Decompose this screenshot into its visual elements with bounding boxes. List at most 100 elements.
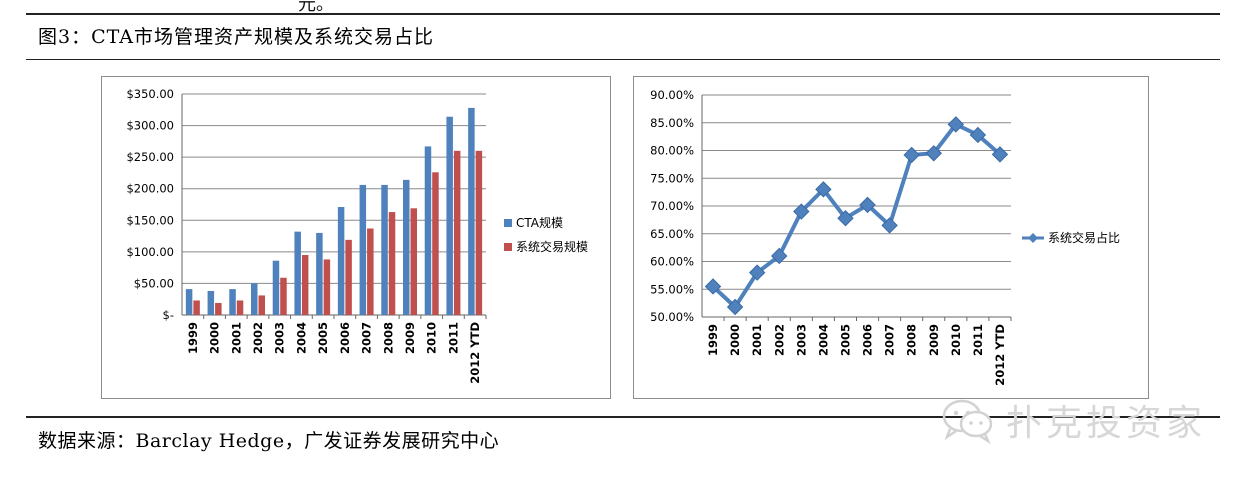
data-point-marker [815,181,832,198]
legend-label: CTA规模 [516,215,563,230]
bar [403,179,410,315]
x-tick-label: 2006 [338,322,352,354]
title-underline [26,59,1220,60]
y-tick-label: 90.00% [650,88,694,102]
bar [453,150,461,315]
figure-title: 图3：CTA市场管理资产规模及系统交易占比 [38,26,434,48]
x-tick-label: 2004 [816,324,830,356]
watermark-text: 扑克投资家 [1006,403,1207,444]
data-point-marker [903,146,920,164]
x-tick-label: 2001 [229,322,243,354]
data-point-marker [859,196,876,214]
y-tick-label: 65.00% [650,227,694,241]
x-tick-label: 2007 [883,324,897,356]
legend-marker [1028,233,1038,243]
bar [215,303,222,315]
bar [345,239,352,315]
top-rule [26,13,1220,15]
bar [381,184,388,315]
y-tick-label: $200.00 [126,182,174,196]
data-point-marker [925,145,942,162]
data-point-marker [793,203,810,220]
x-tick-label: 1999 [706,324,720,356]
bar [388,212,396,315]
legend-label: 系统交易占比 [1048,230,1120,245]
y-tick-label: $50.00 [134,276,174,290]
bar [424,146,432,315]
y-tick-label: $350.00 [126,87,174,101]
bar-chart: $- $50.00 $100.00 $150.00 $200.00 $250.00 $300… [126,87,588,384]
y-tick-label: 55.00% [650,282,694,296]
x-tick-label: 2001 [750,324,764,356]
x-tick-label: 2010 [949,324,963,356]
x-tick-label: 2005 [316,322,330,354]
y-tick-label: $- [163,308,174,322]
x-tick-label: 2003 [273,322,287,354]
source-note: 数据来源：Barclay Hedge，广发证券发展研究中心 [38,430,500,452]
bar [410,208,417,315]
bar [323,259,331,315]
legend-swatch [504,243,512,251]
x-tick-label: 2009 [403,322,417,354]
bar [432,172,439,315]
y-tick-label: $100.00 [126,245,174,259]
y-tick-label: 70.00% [650,199,694,213]
watermark: 扑克投资家 [940,392,1230,448]
x-tick-label: 2002 [772,324,786,356]
top-text-fragment: 元。 [298,0,334,15]
x-tick-label: 2011 [446,322,460,354]
x-tick-label: 2008 [905,324,919,356]
bar [207,291,215,315]
bar [337,207,345,315]
bar [251,283,258,315]
bar [367,228,374,315]
bar [468,107,475,316]
bottom-rule [26,416,1220,418]
x-tick-label: 1999 [186,322,200,354]
x-tick-label: 2012 YTD [993,324,1007,386]
data-point-marker [991,146,1009,163]
bar [316,232,323,315]
bar [258,295,265,315]
y-tick-label: 60.00% [650,255,694,269]
y-tick-label: 85.00% [650,116,694,130]
y-tick-label: $250.00 [126,150,174,164]
bar [185,289,193,315]
y-tick-label: $300.00 [126,119,174,133]
x-tick-label: 2002 [251,322,265,354]
y-tick-label: $150.00 [126,213,174,227]
x-tick-label: 2004 [294,322,308,354]
x-tick-label: 2003 [794,324,808,356]
data-point-marker [969,126,987,144]
bar-chart-panel: $- $50.00 $100.00 $150.00 $200.00 $250.00 $300… [101,76,611,399]
x-tick-label: 2006 [861,324,875,356]
bar [272,260,280,315]
x-tick-label: 2000 [728,324,742,356]
data-point-marker [881,217,898,234]
data-point-marker [704,278,722,295]
x-tick-label: 2007 [360,322,374,354]
y-tick-label: 50.00% [650,310,694,324]
data-point-marker [748,264,766,281]
x-tick-label: 2009 [927,324,941,356]
bar [294,231,301,315]
bar [229,289,236,315]
x-tick-label: 2011 [971,324,985,356]
bar [193,300,200,315]
bar [301,255,309,315]
bar [475,150,483,315]
line-chart-panel: 50.00% 55.00% 60.00% 65.00% 70.00% 75.00% 80.0… [633,76,1149,399]
legend-swatch [504,219,512,227]
bar [236,300,244,315]
bar [280,277,287,315]
data-point-marker [771,247,788,265]
data-point-marker [837,210,854,227]
x-tick-label: 2012 YTD [468,322,482,384]
bar [446,116,453,315]
wechat-logo-icon [942,399,993,444]
bar [359,184,367,315]
x-tick-label: 2000 [208,322,222,354]
data-point-marker [947,116,965,133]
y-tick-label: 75.00% [650,171,694,185]
x-tick-label: 2010 [425,322,439,354]
